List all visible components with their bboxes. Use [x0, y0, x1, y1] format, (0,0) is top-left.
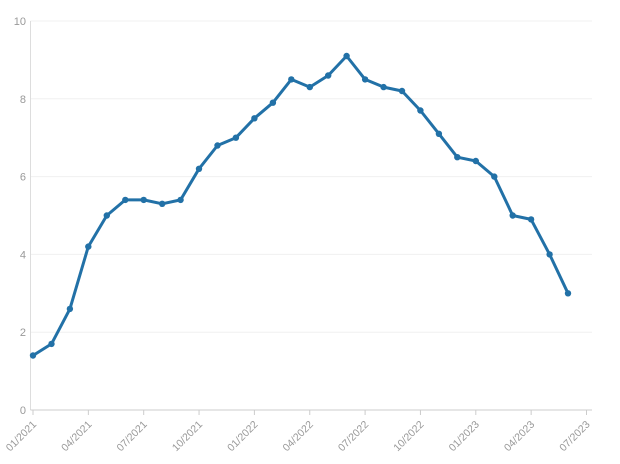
data-point-marker[interactable]: [491, 173, 498, 180]
data-point-marker[interactable]: [509, 212, 516, 219]
data-point-marker[interactable]: [306, 83, 313, 91]
data-point-marker[interactable]: [454, 154, 461, 161]
data-point-marker[interactable]: [48, 340, 55, 348]
y-axis-label: 10: [14, 16, 26, 28]
x-axis-label: 04/2022: [281, 419, 316, 454]
data-point-marker[interactable]: [140, 196, 147, 204]
data-point-marker[interactable]: [269, 99, 277, 106]
data-point-marker[interactable]: [288, 76, 295, 83]
y-axis-label: 0: [20, 405, 26, 417]
data-point-marker[interactable]: [177, 196, 184, 204]
y-axis-label: 8: [20, 94, 26, 106]
x-axis-label: 01/2022: [225, 419, 260, 454]
data-point-marker[interactable]: [546, 251, 553, 258]
data-point-marker[interactable]: [232, 134, 240, 141]
y-axis-label: 6: [20, 172, 26, 184]
data-point-marker[interactable]: [66, 305, 74, 313]
data-point-marker[interactable]: [195, 165, 203, 172]
x-axis-label: 04/2023: [502, 419, 537, 454]
x-axis-label: 07/2023: [557, 419, 592, 454]
data-point-marker[interactable]: [398, 87, 406, 95]
x-axis-label: 01/2021: [4, 419, 39, 454]
data-point-marker[interactable]: [214, 142, 221, 149]
x-axis-label: 10/2022: [391, 419, 426, 454]
data-point-marker[interactable]: [29, 352, 37, 359]
data-point-marker[interactable]: [361, 76, 369, 83]
data-point-marker[interactable]: [325, 72, 332, 79]
data-point-marker[interactable]: [435, 130, 443, 137]
data-point-marker[interactable]: [85, 243, 92, 250]
data-point-marker[interactable]: [564, 290, 572, 297]
x-axis-label: 04/2021: [59, 419, 94, 454]
data-point-marker[interactable]: [527, 216, 535, 223]
data-point-marker[interactable]: [343, 52, 350, 60]
x-axis-label: 07/2021: [114, 419, 149, 454]
data-point-marker[interactable]: [103, 212, 111, 219]
x-axis-label: 10/2021: [170, 419, 205, 454]
data-point-marker[interactable]: [380, 83, 387, 91]
data-point-marker[interactable]: [417, 107, 424, 114]
data-point-marker[interactable]: [472, 157, 479, 165]
data-point-marker[interactable]: [159, 200, 166, 207]
y-axis-label: 2: [20, 327, 26, 339]
line-series: [31, 54, 570, 357]
y-axis-label: 4: [20, 249, 26, 261]
data-point-marker[interactable]: [122, 196, 129, 204]
x-axis-label: 01/2023: [447, 419, 482, 454]
x-axis-label: 07/2022: [336, 419, 371, 454]
data-point-marker[interactable]: [251, 115, 258, 122]
